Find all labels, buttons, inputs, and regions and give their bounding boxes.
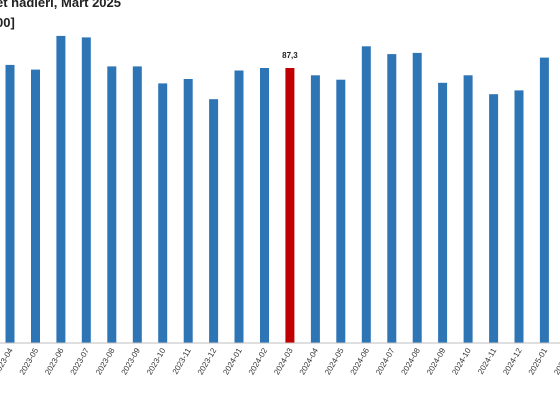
data-label: 87,3 [282,51,298,60]
bar-2023-11 [183,79,193,343]
x-tick-label: 2024-10 [450,346,473,376]
bar-2023-10 [158,83,168,344]
bar-2024-01 [234,70,244,343]
bar-2023-09 [132,66,142,344]
bar-2023-05 [31,69,40,343]
chart-title: et hadleri, Mart 2025 [0,0,121,10]
x-tick-label: 2024-07 [374,346,397,376]
x-tick-label: 2023-11 [171,346,193,376]
bar-2024-09 [438,82,448,344]
chart-subtitle: 00] [0,15,15,30]
x-tick-label: 2024-11 [476,346,498,376]
bar-2024-12 [514,90,524,344]
x-tick-label: 2023-06 [43,346,66,376]
x-tick-label: 2023-07 [69,346,92,376]
bar-2024-03 [285,68,295,343]
x-tick-label: 2024-04 [298,346,321,376]
bar-2024-07 [387,54,397,343]
bar-2023-07 [81,37,91,344]
bar-2024-11 [489,94,499,343]
bar-2024-02 [260,68,269,343]
bar-2024-10 [463,75,473,344]
bar-2023-08 [107,66,117,344]
bar-2023-06 [56,35,66,344]
x-tick-label: 2024-01 [221,346,244,376]
x-tick-label: 2025-02 [552,346,560,376]
x-tick-label: 2024-09 [425,346,448,376]
x-tick-label: 2024-12 [501,346,524,376]
x-tick-label: 2023-08 [94,346,117,376]
bar-2024-08 [412,52,422,344]
bar-2023-12 [209,99,219,343]
x-tick-label: 2024-05 [323,346,346,376]
bar-2025-01 [539,57,549,343]
x-tick-label: 2023-05 [18,346,41,376]
bar-2024-05 [336,79,346,343]
x-tick-label: 2024-08 [399,346,422,376]
bar-2024-06 [361,46,371,344]
x-tick-label: 2023-09 [120,346,143,376]
bar-2023-04 [5,64,15,344]
x-tick-label: 2024-02 [247,346,270,376]
x-tick-label: 2025-01 [527,346,550,376]
bar-2024-04 [310,75,320,344]
x-tick-label: 2023-04 [0,346,15,376]
x-tick-label: 2023-10 [145,346,168,376]
x-tick-label: 2023-12 [196,346,219,376]
x-tick-label: 2024-06 [349,346,372,376]
x-tick-label: 2024-03 [272,346,295,376]
